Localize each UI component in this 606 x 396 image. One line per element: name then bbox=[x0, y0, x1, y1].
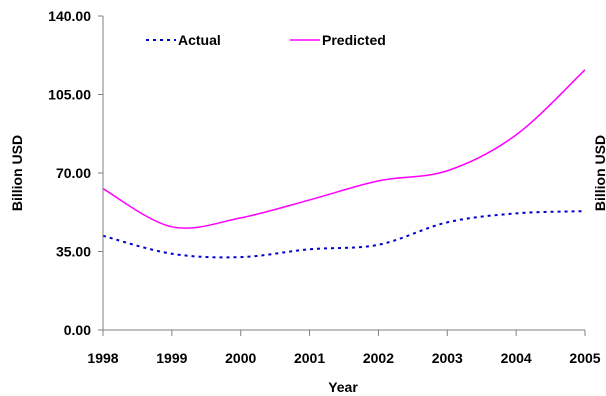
y-tick-label: 105.00 bbox=[48, 87, 91, 103]
x-tick-label: 2003 bbox=[432, 350, 463, 366]
x-axis-title: Year bbox=[328, 379, 358, 395]
x-tick-label: 2005 bbox=[569, 350, 600, 366]
y-tick-label: 140.00 bbox=[48, 8, 91, 24]
x-tick-label: 2002 bbox=[363, 350, 394, 366]
series-layer bbox=[102, 69, 586, 259]
series-line-actual bbox=[102, 210, 586, 259]
labels-layer: 0.00 35.00 70.00 105.00 140.00 1998 1999 2000 20… bbox=[48, 8, 601, 366]
x-tick-label: 2004 bbox=[501, 350, 532, 366]
series-line-predicted bbox=[102, 69, 586, 229]
legend-label-actual: Actual bbox=[178, 32, 221, 48]
x-tick-label: 1999 bbox=[156, 350, 187, 366]
y-tick-label: 70.00 bbox=[56, 165, 91, 181]
x-tick-label: 1998 bbox=[87, 350, 118, 366]
ticks-layer bbox=[98, 15, 586, 336]
legend-label-predicted: Predicted bbox=[322, 32, 386, 48]
x-tick-label: 2001 bbox=[294, 350, 325, 366]
y-tick-label: 0.00 bbox=[64, 322, 91, 338]
y-axis-title-right: Billion USD bbox=[592, 135, 606, 211]
legend: Actual Predicted bbox=[146, 32, 386, 48]
x-tick-label: 2000 bbox=[225, 350, 256, 366]
y-tick-label: 35.00 bbox=[56, 244, 91, 260]
y-axis-title: Billion USD bbox=[9, 135, 25, 211]
